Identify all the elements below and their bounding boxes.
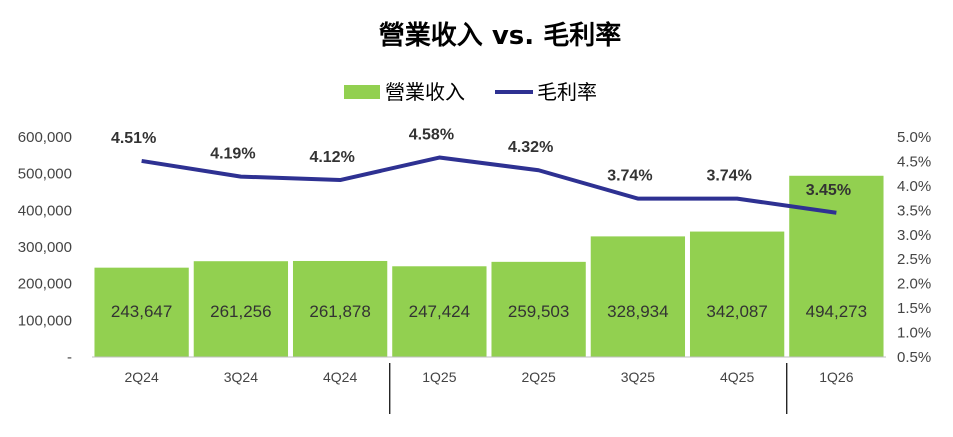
legend-label-margin: 毛利率 — [537, 80, 597, 104]
y-left-tick-label: 400,000 — [18, 202, 72, 219]
bar-4Q24 — [292, 260, 388, 357]
bar-value-label: 247,424 — [409, 302, 470, 321]
y-right-tick-label: 2.5% — [897, 251, 931, 268]
y-left-tick-label: - — [67, 349, 72, 366]
y-left-tick-label: 600,000 — [18, 129, 72, 146]
legend-swatch-revenue — [344, 85, 380, 99]
labels-layer: 243,647 261,256 261,878 247,424 259,503 328,9… — [111, 127, 867, 321]
bar-4Q25 — [689, 231, 785, 357]
margin-value-label: 3.45% — [806, 182, 851, 199]
bar-value-label: 243,647 — [111, 302, 172, 321]
margin-value-label: 3.74% — [706, 168, 751, 185]
margin-value-label: 4.19% — [210, 146, 255, 163]
margin-value-label: 3.74% — [607, 168, 652, 185]
margin-value-label: 4.32% — [508, 139, 553, 156]
x-tick-label: 4Q24 — [323, 369, 357, 385]
bar-value-label: 494,273 — [806, 302, 867, 321]
legend: 營業收入 毛利率 — [344, 80, 597, 104]
x-tick-label: 2Q24 — [125, 369, 159, 385]
bar-1Q26 — [789, 175, 884, 357]
x-tick-label: 4Q25 — [720, 369, 754, 385]
y-right-tick-label: 1.5% — [897, 300, 931, 317]
x-tick-label: 2Q25 — [522, 369, 556, 385]
y-right-tick-label: 4.0% — [897, 178, 931, 195]
bar-value-label: 328,934 — [607, 302, 668, 321]
bar-value-label: 261,256 — [210, 302, 271, 321]
bar-value-label: 261,878 — [309, 302, 370, 321]
bar-2Q25 — [491, 261, 586, 357]
x-tick-label: 1Q26 — [819, 369, 853, 385]
axis-layer: 2Q24 3Q24 4Q24 1Q25 2Q25 3Q25 4Q25 1Q26 - 100,000… — [18, 129, 931, 414]
y-right-tick-label: 0.5% — [897, 349, 931, 366]
y-right-tick-label: 4.5% — [897, 153, 931, 170]
margin-value-label: 4.51% — [111, 130, 156, 147]
bar-2Q24 — [94, 267, 189, 357]
y-left-tick-label: 200,000 — [18, 276, 72, 293]
margin-value-label: 4.12% — [309, 149, 354, 166]
x-tick-label: 1Q25 — [422, 369, 456, 385]
margin-value-label: 4.58% — [409, 127, 454, 144]
y-right-tick-label: 3.5% — [897, 202, 931, 219]
bar-value-label: 259,503 — [508, 302, 569, 321]
chart-title: 營業收入 vs. 毛利率 — [379, 20, 621, 51]
y-right-tick-label: 5.0% — [897, 129, 931, 146]
y-right-tick-label: 2.0% — [897, 276, 931, 293]
y-left-tick-label: 100,000 — [18, 312, 72, 329]
bars-layer — [94, 175, 884, 357]
line-layer — [141, 155, 837, 215]
x-tick-label: 3Q25 — [621, 369, 655, 385]
bar-3Q24 — [193, 261, 289, 357]
y-right-tick-label: 1.0% — [897, 325, 931, 342]
bar-3Q25 — [590, 236, 686, 357]
y-right-tick-label: 3.0% — [897, 227, 931, 244]
x-tick-label: 3Q24 — [224, 369, 258, 385]
margin-line — [141, 155, 837, 215]
legend-label-revenue: 營業收入 — [385, 80, 465, 104]
bar-value-label: 342,087 — [706, 302, 767, 321]
bar-1Q25 — [392, 266, 487, 357]
y-left-tick-label: 300,000 — [18, 239, 72, 256]
y-left-tick-label: 500,000 — [18, 166, 72, 183]
